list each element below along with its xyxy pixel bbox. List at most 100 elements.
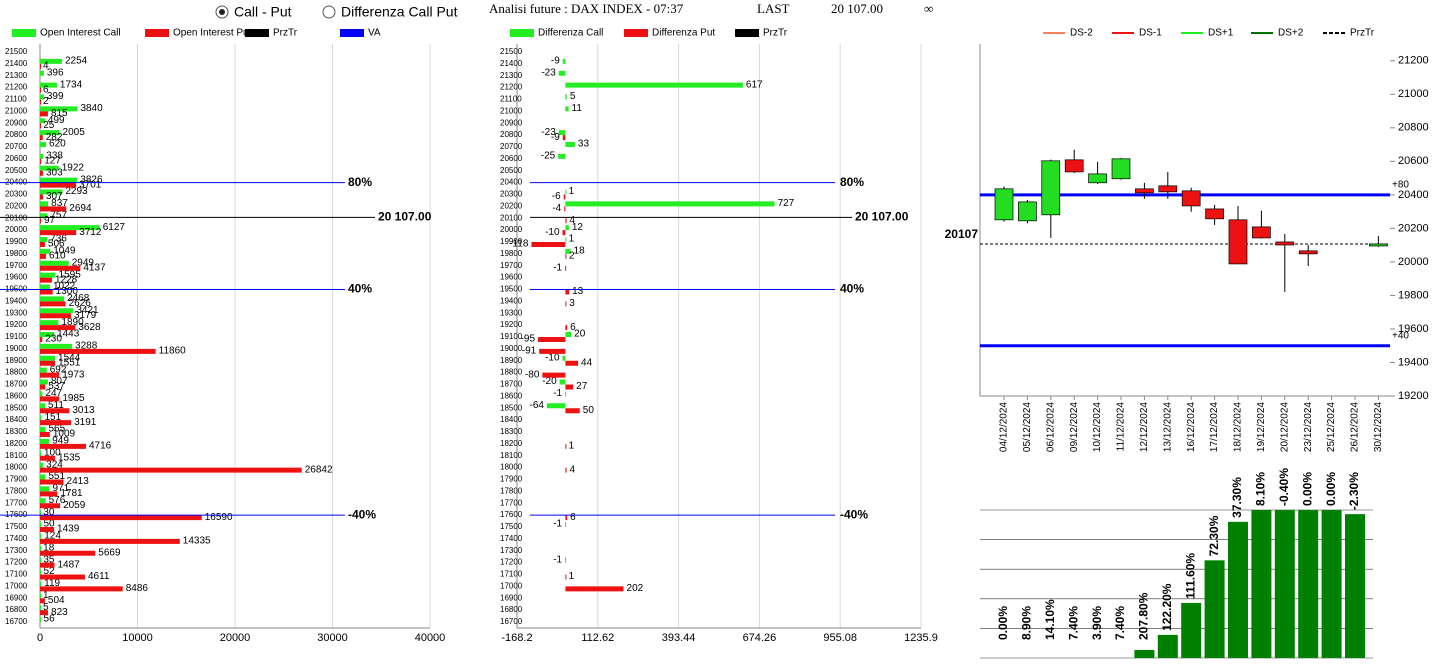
bar (565, 522, 567, 527)
bar (1228, 521, 1248, 658)
bar (40, 272, 56, 278)
strike-label: 20900 (500, 118, 523, 127)
option-label[interactable]: Differenza Call Put (341, 4, 458, 20)
bar (40, 82, 57, 88)
candle-body (1135, 188, 1154, 194)
bar (40, 135, 43, 141)
value-label: 247 (45, 388, 62, 399)
bar (565, 248, 571, 254)
bar (539, 348, 566, 354)
value-label: 324 (46, 459, 63, 470)
bar (565, 408, 580, 414)
y-tick-label: 20000 (1398, 256, 1429, 268)
bar (40, 569, 41, 575)
bar (40, 403, 45, 409)
bar (565, 201, 775, 207)
value-label: 3 (569, 298, 575, 309)
bar (40, 248, 51, 254)
strike-label: 18300 (500, 427, 523, 436)
option-label[interactable]: Call - Put (234, 4, 292, 20)
reference-label: 20 107.00 (855, 210, 909, 224)
legend-label: PrzTr (1350, 28, 1375, 39)
bar-annotation: 72.30% (1207, 515, 1221, 556)
bar (565, 289, 570, 295)
bar (40, 593, 41, 599)
bar (40, 432, 50, 437)
value-label: -9 (551, 56, 560, 67)
strike-label: 21100 (5, 95, 27, 104)
legend-label: PrzTr (763, 28, 788, 39)
legend-label: DS+2 (1278, 28, 1304, 39)
value-label: 815 (51, 108, 68, 119)
legend-label: Open Interest Put (173, 28, 252, 39)
strike-label: 19000 (5, 344, 28, 353)
value-label: 16590 (205, 512, 233, 523)
x-tick-label: 13/12/2024 (1162, 402, 1173, 452)
bar (40, 99, 41, 105)
bar (1274, 510, 1295, 658)
value-label: 506 (48, 239, 65, 250)
strike-label: 17200 (500, 558, 523, 567)
strike-label: 18600 (500, 391, 523, 400)
strike-label: 18400 (500, 415, 523, 424)
bar (40, 408, 70, 414)
value-label: 399 (47, 91, 64, 102)
value-label: 1535 (58, 452, 81, 463)
x-tick-label: 20000 (220, 632, 251, 644)
strike-label: 20700 (500, 142, 523, 151)
strike-label: 16700 (500, 617, 523, 626)
bar-annotation: -0.40% (1277, 468, 1291, 506)
legend-label: VA (368, 28, 381, 39)
bar (40, 486, 50, 492)
strike-label: 16900 (5, 593, 28, 602)
value-label: 119 (44, 578, 60, 589)
bar (565, 574, 567, 580)
value-label: 1544 (58, 352, 81, 363)
strike-label: 17100 (5, 570, 28, 579)
value-label: 610 (49, 251, 66, 262)
value-label: 30 (43, 507, 55, 518)
strike-label: 18300 (5, 427, 28, 436)
radio[interactable] (322, 5, 336, 19)
value-label: -4 (552, 203, 561, 214)
value-label: 20 (574, 329, 586, 340)
bar (565, 467, 567, 473)
value-label: 100 (44, 447, 61, 458)
strike-label: 20900 (5, 118, 28, 127)
bar (1181, 602, 1202, 658)
bar (40, 527, 55, 532)
strike-label: 17700 (5, 498, 28, 507)
value-label: 736 (50, 234, 67, 245)
bar (40, 130, 60, 136)
strike-label: 19100 (5, 332, 28, 341)
strike-label: 17400 (500, 534, 523, 543)
value-label: 5 (570, 91, 576, 102)
value-label: 97 (44, 215, 56, 226)
strike-label: 21500 (500, 47, 523, 56)
bar (40, 177, 78, 183)
value-label: 499 (48, 115, 65, 126)
y-tick-label: 21200 (1398, 55, 1429, 67)
value-label: 551 (48, 471, 65, 482)
bar (1134, 650, 1155, 658)
value-label: 2 (43, 96, 49, 107)
strike-label: 20000 (500, 225, 523, 234)
bar-annotation: 7.40% (1113, 606, 1127, 640)
strike-label: 20000 (5, 225, 28, 234)
bar (40, 296, 65, 302)
value-label: 537 (48, 381, 65, 392)
value-label: 504 (48, 595, 65, 606)
value-label: 4716 (89, 441, 112, 452)
level-label: +40 (1392, 330, 1409, 341)
value-label: 8486 (126, 583, 149, 594)
x-tick-label: -168.2 (501, 632, 532, 644)
strike-label: 21200 (5, 83, 28, 92)
strike-label: 20400 (500, 178, 523, 187)
value-label: 2005 (63, 127, 86, 138)
bar (565, 106, 569, 112)
x-tick-label: 20/12/2024 (1279, 402, 1290, 452)
x-tick-label: 30000 (317, 632, 348, 644)
x-tick-label: 40000 (415, 632, 446, 644)
bar (40, 384, 46, 390)
bar (565, 360, 579, 366)
